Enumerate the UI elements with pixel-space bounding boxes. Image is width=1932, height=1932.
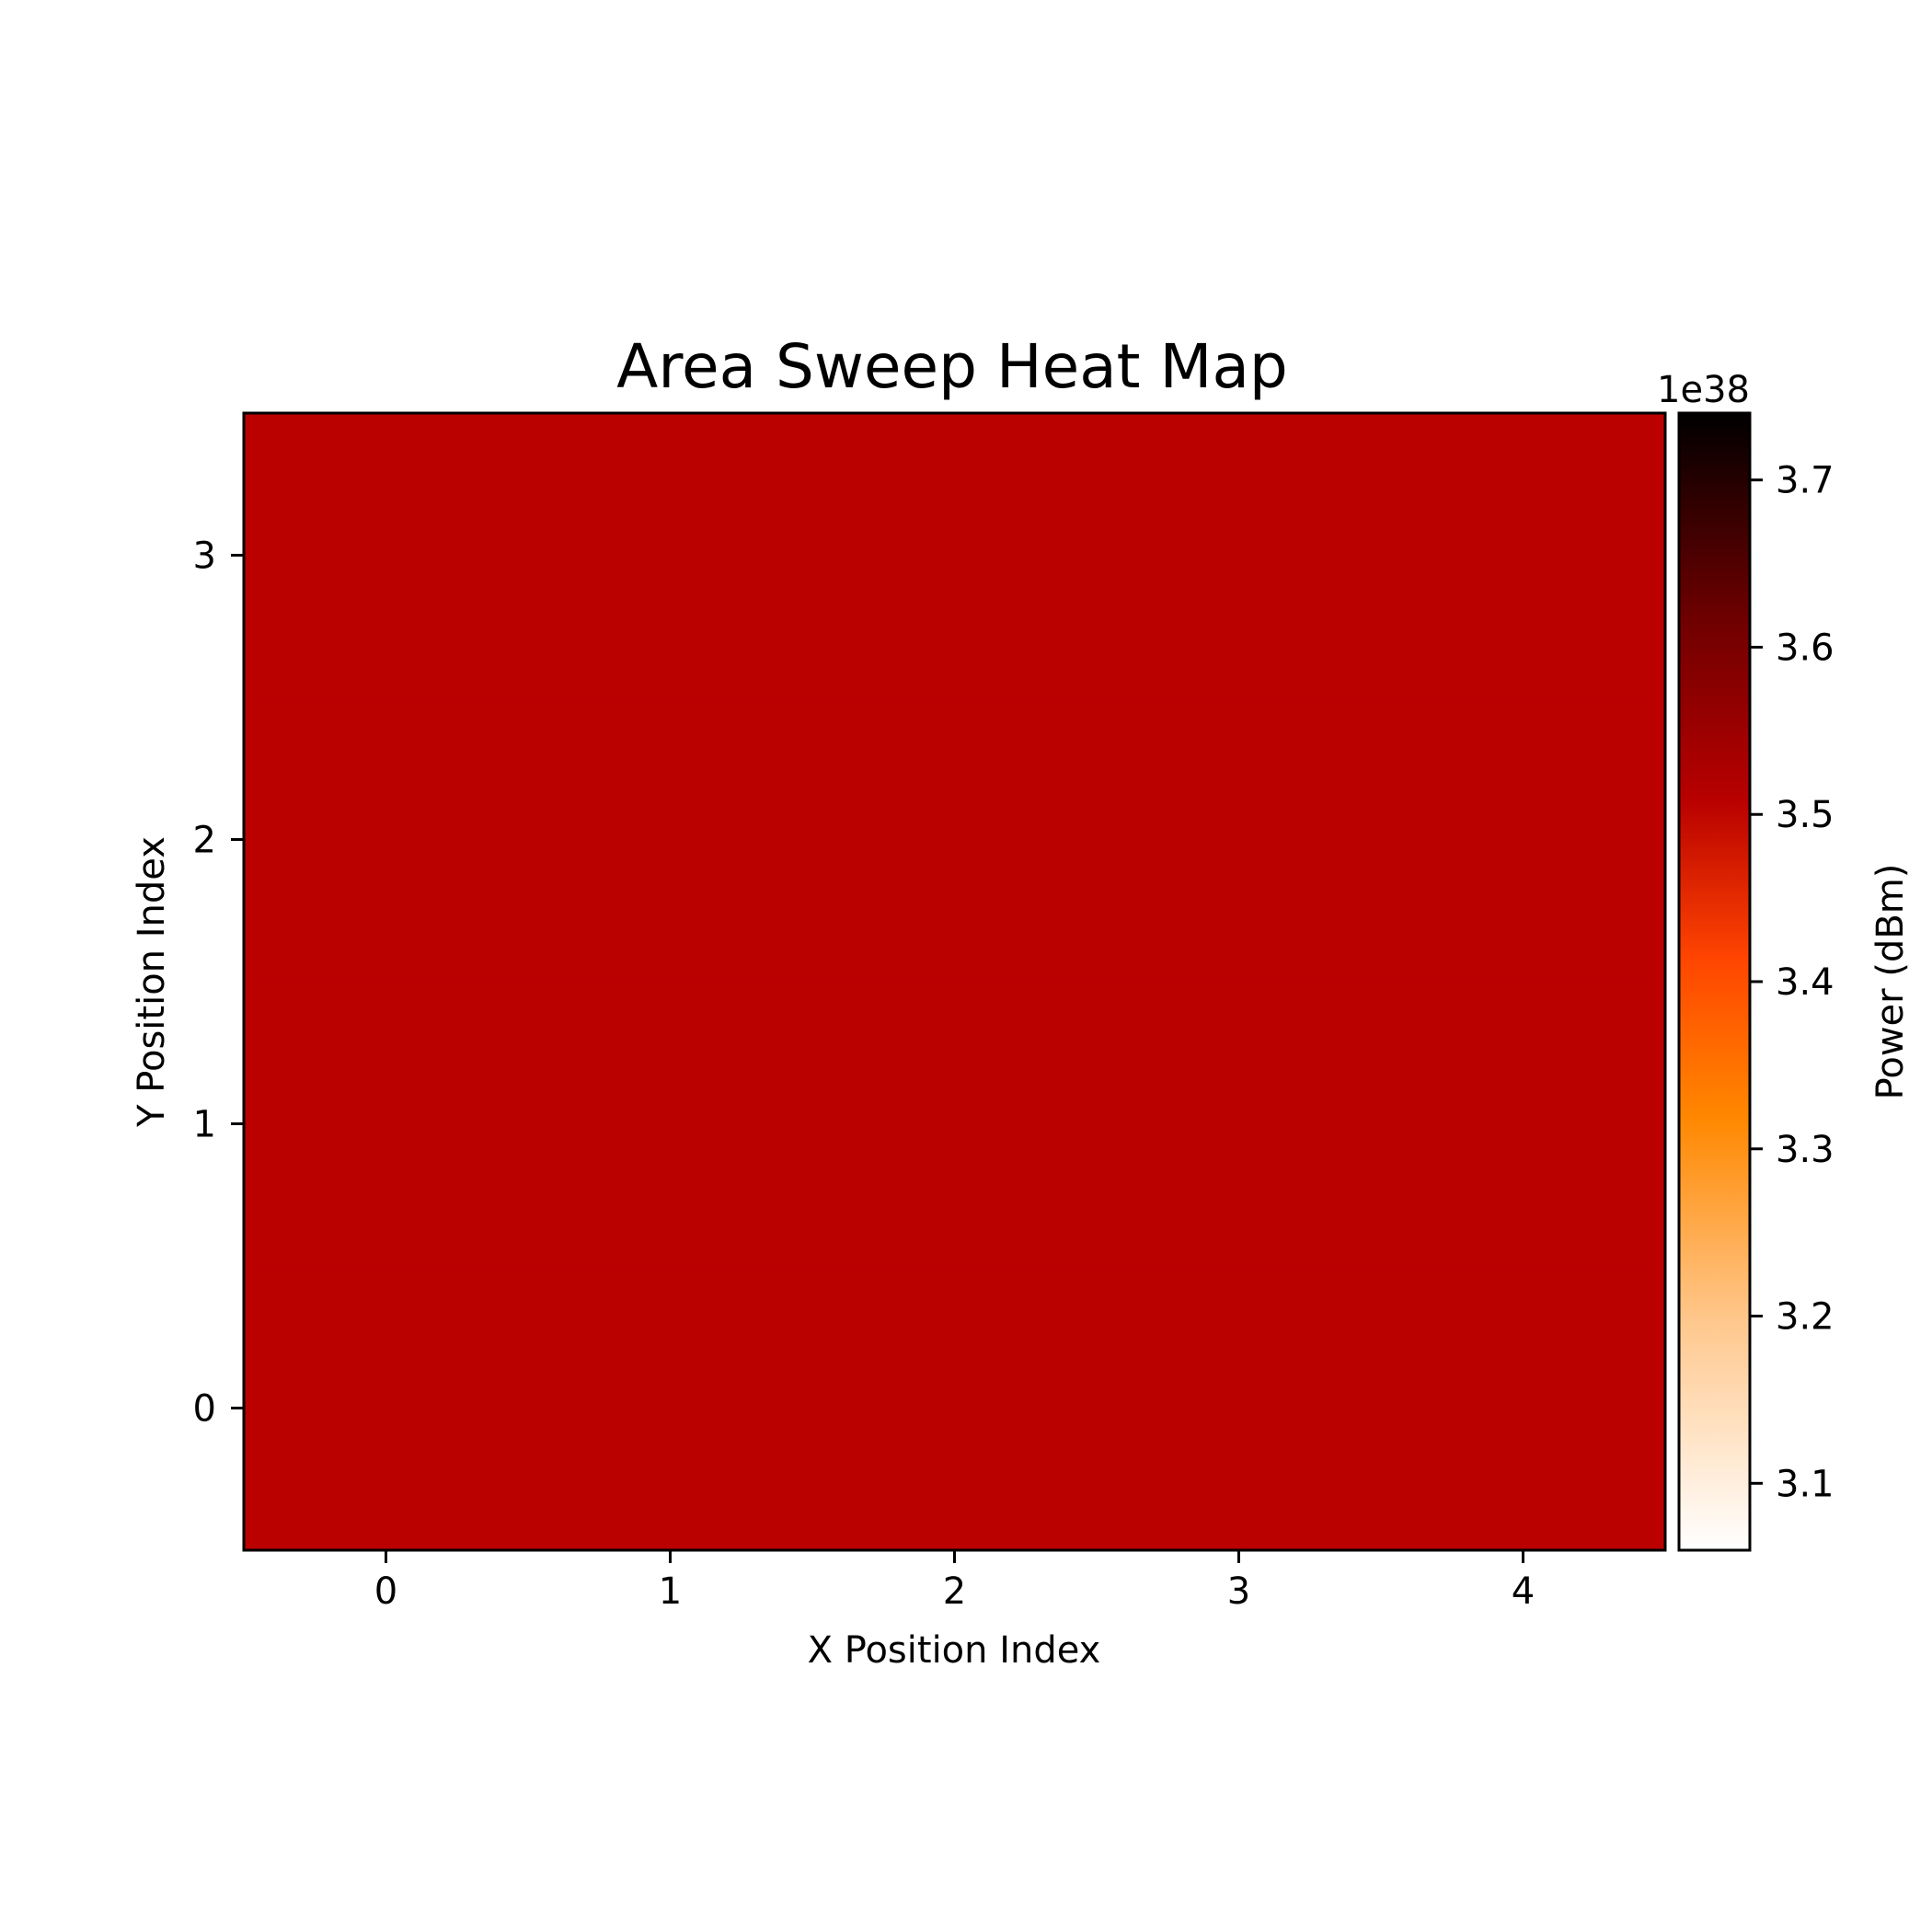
x-axis-ticks: 0 1 2 3 4 xyxy=(374,1550,1535,1613)
colorbar-tick-label: 3.7 xyxy=(1776,460,1834,502)
heatmap-cell xyxy=(244,697,529,983)
heatmap-cell xyxy=(1381,1266,1666,1551)
y-axis-ticks: 0 1 2 3 xyxy=(193,535,244,1431)
colorbar-tick-label: 3.6 xyxy=(1776,627,1834,669)
x-tick-label: 0 xyxy=(374,1570,397,1613)
heatmap-cell xyxy=(244,1266,529,1551)
y-axis-label: Y Position Index xyxy=(131,836,173,1128)
y-tick-label: 2 xyxy=(193,820,216,862)
heatmap-cell xyxy=(1381,697,1666,983)
y-tick-label: 0 xyxy=(193,1388,216,1431)
heatmap-cell xyxy=(812,1266,1098,1551)
heatmap-cell xyxy=(244,413,529,698)
heatmap-cell xyxy=(528,697,813,983)
heatmap-cell xyxy=(244,982,529,1267)
x-tick-label: 4 xyxy=(1512,1570,1535,1613)
y-tick-label: 1 xyxy=(193,1104,216,1146)
heatmap-cell xyxy=(812,697,1098,983)
colorbar xyxy=(1677,411,1752,1552)
x-axis-label: X Position Index xyxy=(808,1629,1101,1672)
colorbar-tick-label: 3.2 xyxy=(1776,1296,1834,1339)
heatmap-cell xyxy=(1097,413,1382,698)
heatmap-cell xyxy=(812,982,1098,1267)
y-tick-label: 3 xyxy=(193,535,216,578)
heatmap-cell xyxy=(1097,982,1382,1267)
colorbar-tick-label: 3.5 xyxy=(1776,794,1834,836)
x-tick-label: 2 xyxy=(943,1570,966,1613)
heatmap-cell xyxy=(1097,697,1382,983)
heatmap-cell xyxy=(1097,1266,1382,1551)
heatmap-cell xyxy=(812,413,1098,698)
chart-title: Area Sweep Heat Map xyxy=(616,331,1288,402)
heatmap-cell xyxy=(528,982,813,1267)
x-tick-label: 1 xyxy=(659,1570,682,1613)
colorbar-tick-label: 3.3 xyxy=(1776,1129,1834,1171)
heatmap-cell xyxy=(528,413,813,698)
colorbar-tick-label: 3.4 xyxy=(1776,961,1834,1004)
heatmap-cells xyxy=(244,413,1666,1551)
heatmap-cell xyxy=(1381,413,1666,698)
colorbar-tick-label: 3.1 xyxy=(1776,1463,1834,1505)
colorbar-offset-label: 1e38 xyxy=(1657,369,1750,411)
colorbar-label: Power (dBm) xyxy=(1869,864,1912,1100)
heatmap-cell xyxy=(528,1266,813,1551)
heatmap-cell xyxy=(1381,982,1666,1267)
colorbar-ticks: 3.1 3.2 3.3 3.4 3.5 3.6 3.7 xyxy=(1750,460,1834,1505)
x-tick-label: 3 xyxy=(1227,1570,1250,1613)
